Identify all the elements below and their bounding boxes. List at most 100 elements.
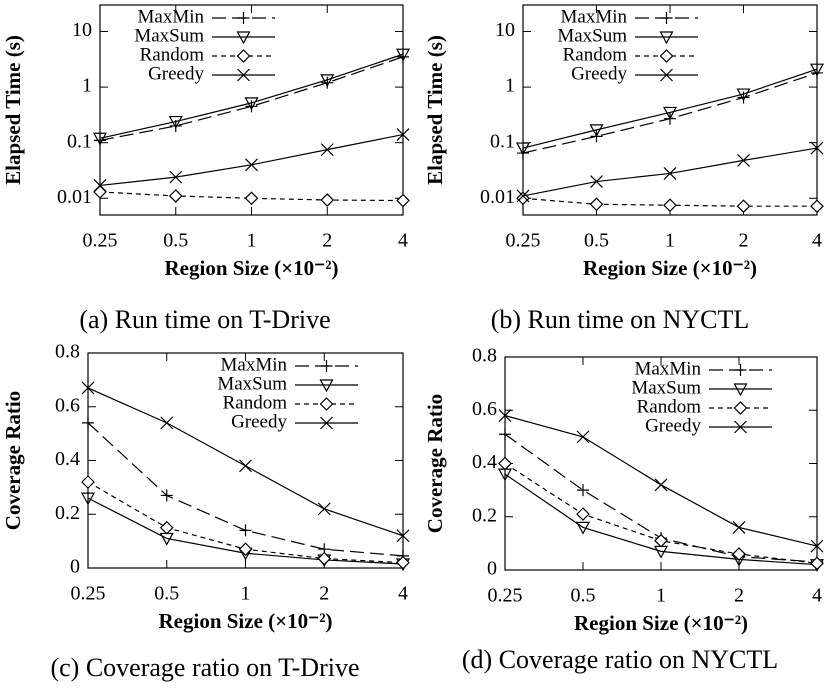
- data-point: [498, 409, 512, 422]
- data-point: [499, 428, 511, 441]
- caption: (c) Coverage ratio on T-Drive: [50, 653, 359, 682]
- legend-label: MaxSum: [217, 373, 287, 394]
- x-tick-label: 4: [812, 230, 822, 252]
- legend-label: MaxMin: [221, 354, 288, 375]
- data-point: [396, 555, 410, 570]
- data-point: [238, 542, 253, 557]
- legend-label: Random: [563, 44, 628, 65]
- x-tick-label: 0.5: [154, 583, 179, 605]
- data-point: [736, 199, 751, 214]
- data-point: [320, 193, 335, 207]
- y-tick-label: 0.01: [57, 186, 92, 208]
- legend-marker: [734, 420, 747, 434]
- caption: (d) Coverage ratio on NYCTL: [462, 645, 778, 674]
- data-point: [590, 175, 603, 188]
- x-tick-label: 0.25: [506, 230, 541, 252]
- x-tick-label: 1: [247, 230, 257, 252]
- y-axis-label: Elapsed Time (s): [1, 35, 25, 185]
- data-point: [576, 507, 590, 521]
- data-point: [810, 556, 824, 571]
- legend-marker: [319, 379, 334, 393]
- data-point: [245, 158, 258, 172]
- x-tick-label: 0.5: [584, 230, 609, 252]
- legend-label: Random: [223, 392, 288, 413]
- data-point: [662, 106, 678, 120]
- data-point: [732, 547, 746, 561]
- x-tick-label: 1: [656, 585, 666, 607]
- x-tick-label: 4: [398, 230, 408, 252]
- data-point: [82, 416, 94, 429]
- y-tick-label: 0.6: [55, 394, 80, 416]
- data-point: [737, 153, 750, 167]
- data-point: [239, 459, 252, 473]
- y-tick-label: 0.6: [472, 398, 497, 420]
- y-tick-label: 0.8: [472, 345, 497, 367]
- y-tick-label: 10: [495, 19, 515, 41]
- data-point: [589, 197, 604, 212]
- legend-label: Greedy: [148, 63, 204, 84]
- y-tick-label: 10: [72, 19, 92, 41]
- legend-marker: [659, 31, 674, 45]
- data-point: [168, 115, 183, 129]
- legend-marker: [733, 383, 748, 397]
- y-tick-label: 0: [70, 556, 80, 578]
- legend-label: MaxMin: [138, 6, 205, 27]
- x-tick-label: 4: [812, 585, 822, 607]
- data-point: [396, 529, 410, 543]
- data-point: [654, 533, 668, 548]
- data-point: [92, 132, 108, 146]
- data-point: [80, 492, 96, 506]
- x-tick-label: 1: [665, 230, 675, 252]
- legend-label: Greedy: [571, 63, 627, 84]
- data-point: [810, 199, 824, 214]
- legend-marker: [236, 31, 251, 45]
- legend-label: Random: [140, 44, 205, 65]
- data-point: [396, 128, 410, 141]
- x-tick-label: 0.25: [71, 583, 106, 605]
- legend-label: MaxSum: [134, 25, 204, 46]
- x-tick-label: 4: [398, 583, 408, 605]
- data-point: [576, 430, 590, 444]
- legend-label: Greedy: [231, 411, 287, 432]
- legend-marker: [320, 360, 333, 372]
- y-tick-label: 1: [82, 75, 92, 97]
- series-line: [99, 133, 404, 187]
- data-point: [244, 191, 259, 206]
- x-tick-label: 0.25: [83, 230, 118, 252]
- legend-marker: [319, 397, 334, 411]
- data-point: [81, 381, 95, 395]
- legend-marker: [660, 12, 673, 24]
- data-point: [159, 520, 174, 535]
- data-point: [244, 97, 259, 111]
- data-point: [577, 484, 589, 497]
- legend-label: Greedy: [645, 415, 701, 436]
- series-line: [99, 191, 404, 202]
- x-tick-label: 0.5: [571, 585, 596, 607]
- data-point: [93, 185, 107, 199]
- y-axis-label: Coverage Ratio: [1, 391, 25, 530]
- series-line: [99, 56, 404, 141]
- data-point: [516, 189, 530, 203]
- x-tick-label: 2: [319, 583, 329, 605]
- x-tick-label: 0.25: [488, 585, 523, 607]
- caption: (b) Run time on NYCTL: [491, 305, 750, 334]
- x-axis-label: Region Size (×10⁻²): [574, 611, 748, 635]
- legend-label: MaxMin: [561, 6, 628, 27]
- x-tick-label: 2: [734, 585, 744, 607]
- data-point: [663, 166, 677, 180]
- data-point: [575, 521, 591, 535]
- series-line: [99, 53, 404, 139]
- y-tick-label: 1: [505, 75, 515, 97]
- legend-marker: [660, 68, 673, 82]
- data-point: [732, 520, 746, 534]
- y-tick-label: 0.4: [55, 448, 80, 470]
- series-line: [504, 462, 818, 564]
- data-point: [317, 551, 332, 566]
- data-point: [395, 48, 411, 62]
- x-axis-label: Region Size (×10⁻²): [165, 256, 339, 280]
- legend-marker: [236, 49, 251, 63]
- y-tick-label: 0.1: [67, 130, 92, 152]
- data-point: [317, 502, 331, 516]
- legend-label: Random: [637, 396, 702, 417]
